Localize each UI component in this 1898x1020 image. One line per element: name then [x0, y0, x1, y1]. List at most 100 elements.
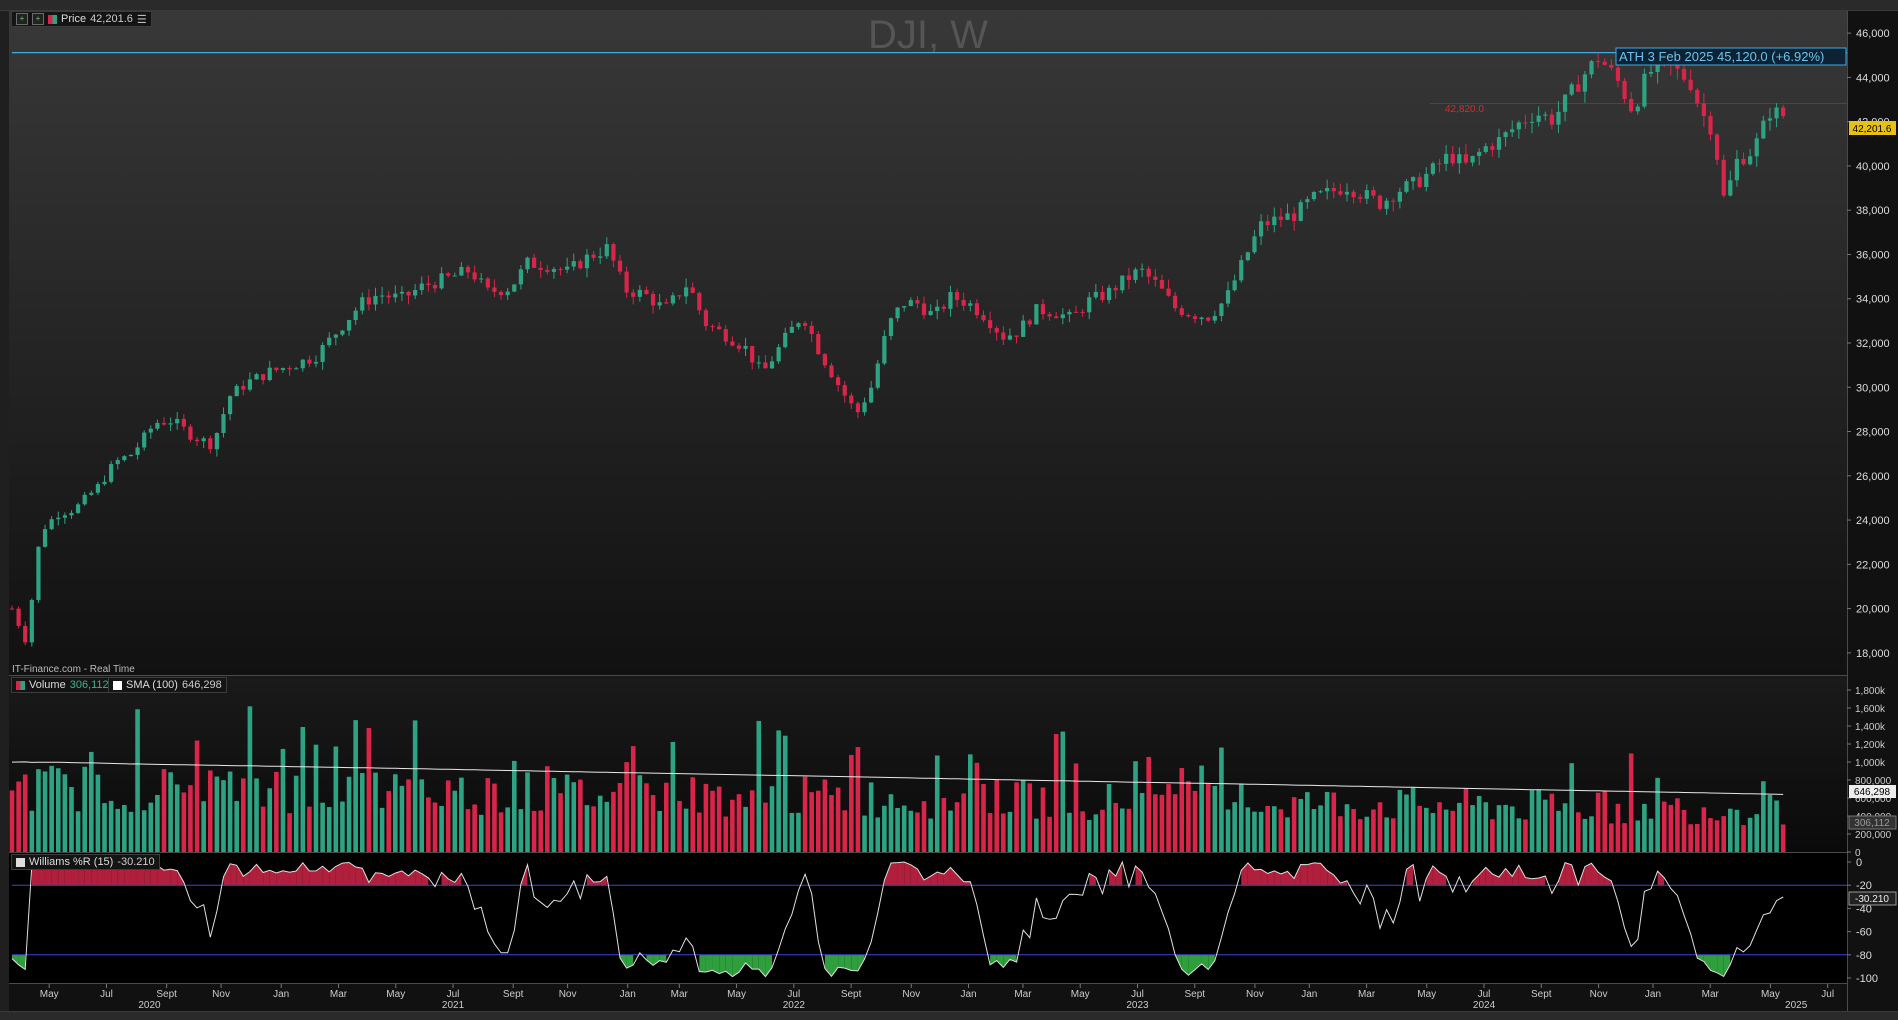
overbought-fill — [1472, 874, 1480, 886]
candle — [333, 333, 338, 346]
williams-series — [11, 860, 1847, 978]
candle — [908, 297, 913, 307]
volume-bar — [472, 804, 477, 852]
volume-bar — [835, 787, 841, 852]
volume-bar — [1225, 809, 1231, 852]
overbought-fill — [586, 874, 594, 886]
list-icon[interactable]: ☰ — [136, 13, 147, 26]
volume-bar — [1027, 783, 1033, 852]
candle — [56, 511, 61, 526]
candle — [280, 367, 286, 373]
month-label: Jan — [620, 989, 636, 1000]
price-legend-label: Price — [61, 13, 87, 25]
sma-legend[interactable]: SMA (100) 646,298 — [108, 677, 227, 693]
overbought-fill — [309, 870, 317, 886]
williams-line — [11, 860, 1784, 978]
volume-bar — [1622, 823, 1627, 852]
candle — [789, 320, 794, 333]
volume-bar — [1741, 825, 1746, 852]
volume-bar — [379, 807, 385, 852]
volume-bar — [604, 801, 610, 852]
volume-bar — [597, 795, 603, 852]
candle — [465, 265, 471, 279]
expand-icon[interactable]: + — [32, 13, 44, 25]
williams-swatch — [16, 857, 25, 867]
price-axis: 18,000 20,000 22,000 24,000 26,000 28,000 30,0… — [1847, 28, 1890, 660]
add-icon[interactable]: + — [16, 13, 28, 25]
volume-bar — [82, 766, 87, 852]
overbought-fill — [223, 863, 231, 886]
price-tick-label: 20,000 — [1856, 604, 1890, 616]
candle — [1437, 158, 1442, 173]
candle — [49, 516, 54, 531]
candle — [545, 264, 550, 275]
volume-bar — [254, 778, 259, 852]
candle — [1318, 189, 1323, 194]
candle — [888, 317, 894, 340]
volume-legend-value: 306,112 — [69, 679, 109, 691]
price-legend[interactable]: + + Price 42,201.6 ☰ — [11, 11, 152, 27]
overbought-fill — [249, 864, 257, 886]
candle — [1219, 302, 1224, 322]
volume-bar — [1073, 763, 1079, 852]
month-label: May — [727, 989, 746, 1000]
hline-label: 42,820.0 — [1445, 104, 1484, 115]
candle — [399, 286, 405, 302]
candle — [16, 606, 21, 629]
candle — [1073, 305, 1079, 313]
volume-bar — [723, 816, 729, 852]
candle — [439, 267, 444, 290]
ath-label-box — [1615, 47, 1847, 66]
volume-bar — [1093, 814, 1099, 852]
volume-bar — [855, 747, 861, 852]
volume-bar — [452, 790, 458, 852]
candle — [128, 454, 134, 457]
price-tick-label: 32,000 — [1856, 338, 1890, 350]
candle — [1093, 283, 1098, 300]
candle — [703, 308, 709, 331]
volume-bar — [1245, 807, 1251, 852]
volume-bar — [809, 792, 814, 852]
month-label: Jul — [1821, 989, 1834, 1000]
oversold-fill — [758, 954, 766, 977]
candle — [432, 281, 438, 293]
year-label: 2022 — [783, 1000, 806, 1011]
last-price-tag: 42,201.6 — [1853, 124, 1892, 135]
candle — [1477, 148, 1482, 166]
candle — [122, 455, 127, 462]
volume-bar — [95, 774, 101, 852]
oversold-fill — [653, 954, 660, 966]
candle — [1245, 251, 1250, 262]
candle — [492, 279, 497, 298]
volume-bar — [1549, 793, 1555, 852]
sma-swatch — [113, 680, 122, 690]
williams-tick-label: -20 — [1856, 880, 1872, 892]
overbought-fill — [957, 874, 964, 886]
volume-bar — [320, 802, 325, 852]
candle — [307, 355, 312, 367]
candle — [1714, 133, 1720, 165]
volume-bar — [1668, 804, 1674, 852]
candle — [393, 285, 398, 303]
williams-legend[interactable]: Williams %R (15) -30.210 — [11, 854, 160, 870]
volume-tick-label: 1,400k — [1855, 722, 1886, 733]
volume-bar — [1126, 808, 1132, 852]
volume-legend[interactable]: Volume 306,112 — [11, 677, 114, 693]
sma-tag-box — [1849, 785, 1896, 798]
volume-bar — [637, 775, 643, 852]
candle — [1728, 170, 1733, 197]
candle — [1761, 115, 1766, 140]
overbought-fill — [164, 869, 171, 886]
volume-bar — [62, 774, 68, 852]
left-toolbar — [0, 11, 9, 1011]
candle — [525, 256, 530, 274]
candle — [1113, 285, 1118, 299]
overbought-fill — [1274, 870, 1281, 886]
volume-bar — [115, 808, 121, 852]
candle — [948, 285, 953, 317]
month-label: Sept — [156, 989, 177, 1000]
price-tick-label: 18,000 — [1856, 648, 1890, 660]
price-legend-value: 42,201.6 — [90, 13, 133, 25]
candle — [836, 374, 841, 392]
volume-bar — [531, 810, 537, 852]
